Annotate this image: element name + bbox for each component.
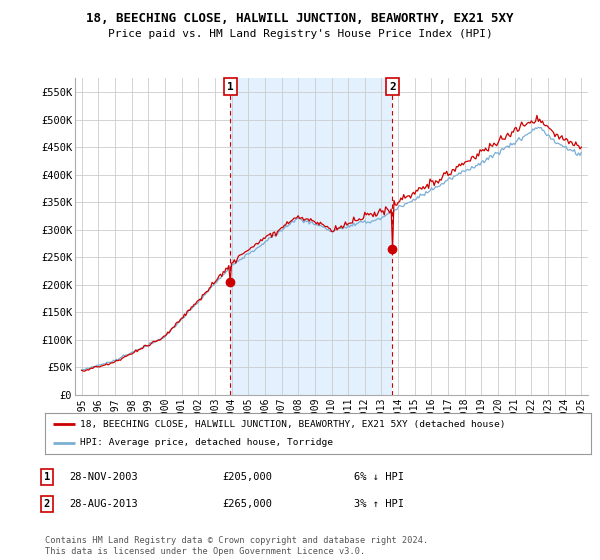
Text: £205,000: £205,000 bbox=[222, 472, 272, 482]
Text: 1: 1 bbox=[227, 82, 233, 92]
Text: HPI: Average price, detached house, Torridge: HPI: Average price, detached house, Torr… bbox=[80, 438, 334, 447]
Text: 28-AUG-2013: 28-AUG-2013 bbox=[69, 499, 138, 509]
Text: 2: 2 bbox=[389, 82, 395, 92]
Text: 1: 1 bbox=[44, 472, 50, 482]
Text: Contains HM Land Registry data © Crown copyright and database right 2024.
This d: Contains HM Land Registry data © Crown c… bbox=[45, 536, 428, 556]
Text: £265,000: £265,000 bbox=[222, 499, 272, 509]
Text: 3% ↑ HPI: 3% ↑ HPI bbox=[354, 499, 404, 509]
Text: Price paid vs. HM Land Registry's House Price Index (HPI): Price paid vs. HM Land Registry's House … bbox=[107, 29, 493, 39]
Text: 18, BEECHING CLOSE, HALWILL JUNCTION, BEAWORTHY, EX21 5XY (detached house): 18, BEECHING CLOSE, HALWILL JUNCTION, BE… bbox=[80, 419, 506, 428]
Text: 28-NOV-2003: 28-NOV-2003 bbox=[69, 472, 138, 482]
Text: 2: 2 bbox=[44, 499, 50, 509]
Bar bbox=[230, 78, 392, 395]
Text: 18, BEECHING CLOSE, HALWILL JUNCTION, BEAWORTHY, EX21 5XY: 18, BEECHING CLOSE, HALWILL JUNCTION, BE… bbox=[86, 12, 514, 25]
Text: 6% ↓ HPI: 6% ↓ HPI bbox=[354, 472, 404, 482]
